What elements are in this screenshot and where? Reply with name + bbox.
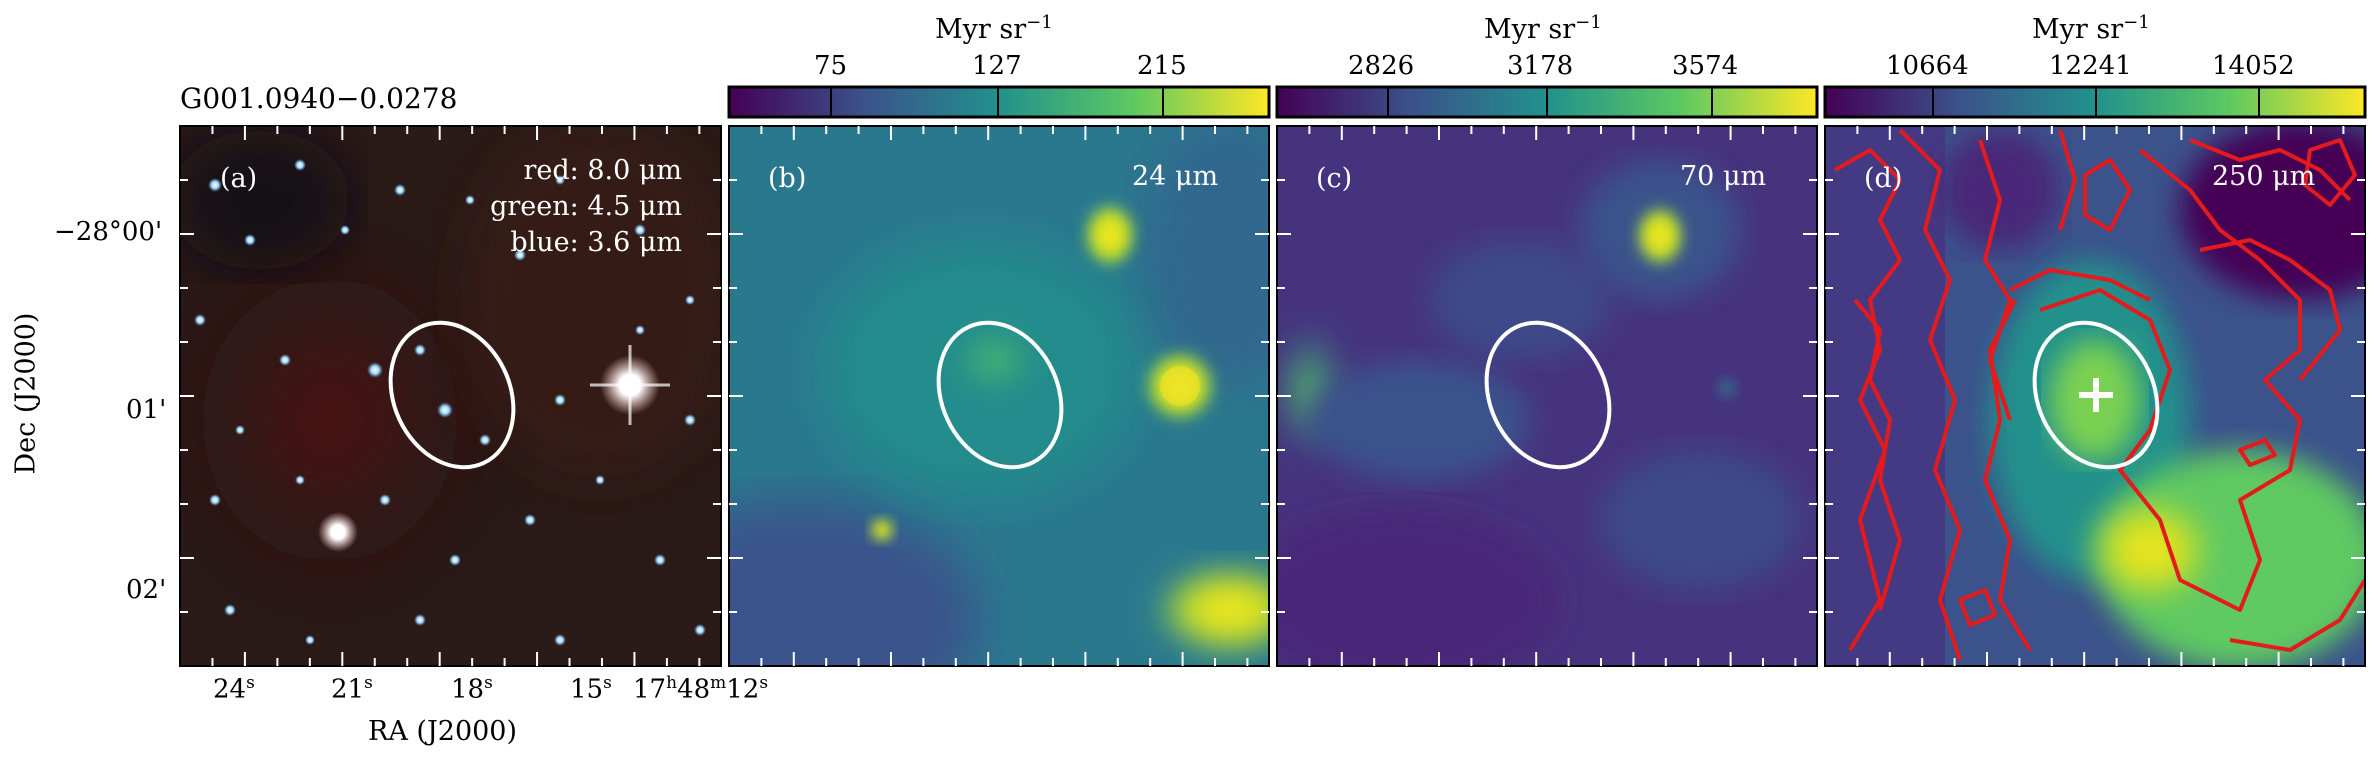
colorbar-tick-label: 3178: [1507, 51, 1574, 81]
panel-d-image: [1825, 126, 2365, 666]
panel-letter: (b): [768, 163, 807, 194]
aperture-ellipse: [936, 320, 1064, 470]
axis-ticks: [180, 126, 2365, 666]
colorbar-tick-label: 12241: [2049, 51, 2132, 81]
source-name: G001.0940−0.0278: [180, 82, 458, 115]
panel-c-image: [1277, 126, 1817, 666]
band-label: 250 μm: [2212, 161, 2316, 192]
colorbar-b-unit: Myr sr−1: [935, 12, 1053, 45]
panel-letter: (a): [220, 163, 258, 194]
ra-tick-label: 18s: [451, 673, 493, 705]
bright-star: [318, 512, 358, 552]
colorbar-d-unit: Myr sr−1: [2032, 12, 2150, 45]
colorbar-c: [1275, 85, 1819, 119]
colorbar-b: [727, 85, 1271, 119]
colorbar-tick-label: 10664: [1886, 51, 1969, 81]
panel-b-image: [729, 126, 1269, 666]
colorbar-tick-label: 75: [814, 51, 848, 81]
y-axis-label: Dec (J2000): [10, 312, 42, 475]
colorbar-tick-label: 2826: [1348, 51, 1415, 81]
colorbar-tick-label: 14052: [2212, 51, 2295, 81]
ra-tick-label: 17h48m12s: [633, 673, 769, 705]
source-position-cross: [2079, 378, 2113, 412]
aperture-ellipse: [1484, 320, 1612, 470]
dec-tick-label: 02': [126, 575, 167, 605]
dec-tick-label: −28°00': [54, 217, 163, 247]
colorbar-c-unit: Myr sr−1: [1484, 12, 1602, 45]
band-label: 70 μm: [1680, 161, 1767, 192]
aperture-ellipse: [2032, 320, 2160, 470]
colorbar-tick-label: 215: [1137, 51, 1187, 81]
star-field: [194, 159, 706, 646]
rgb-caption: red: 8.0 μm green: 4.5 μm blue: 3.6 μm: [490, 155, 682, 258]
panel-letter: (d): [1864, 163, 1903, 194]
band-label: 24 μm: [1132, 161, 1219, 192]
colorbar-d: [1823, 85, 2367, 119]
panel-a-image: [180, 126, 721, 666]
aperture-ellipse: [388, 320, 516, 470]
panel-letter: (c): [1316, 163, 1353, 194]
colorbar-tick-label: 127: [972, 51, 1022, 81]
x-axis-label: RA (J2000): [368, 716, 518, 747]
ra-tick-label: 21s: [331, 673, 373, 705]
dec-tick-label: 01': [126, 395, 167, 425]
contours: [1834, 128, 2365, 661]
ra-tick-label: 24s: [213, 673, 255, 705]
colorbar-tick-label: 3574: [1672, 51, 1739, 81]
ra-tick-label: 15s: [570, 673, 612, 705]
